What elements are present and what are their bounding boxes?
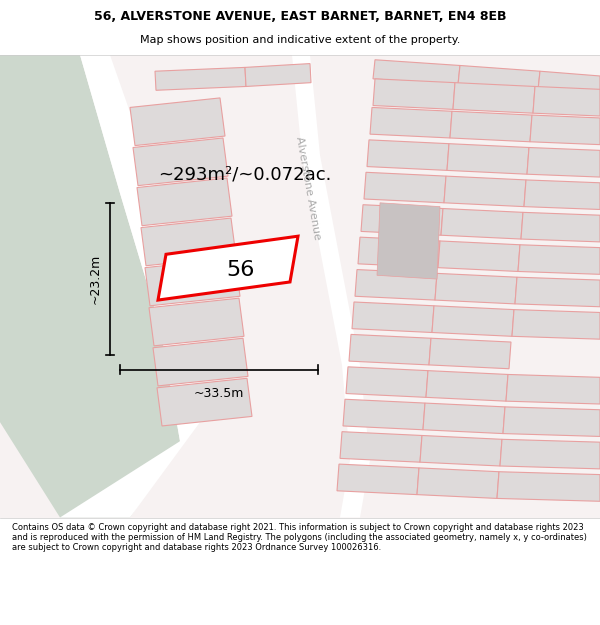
Polygon shape: [533, 86, 600, 116]
Polygon shape: [355, 269, 437, 300]
Polygon shape: [337, 464, 419, 494]
Polygon shape: [432, 306, 514, 336]
Polygon shape: [377, 202, 440, 279]
Polygon shape: [373, 79, 455, 109]
Polygon shape: [450, 111, 532, 142]
Polygon shape: [512, 309, 600, 339]
Polygon shape: [245, 64, 311, 86]
Polygon shape: [530, 115, 600, 144]
Polygon shape: [373, 60, 460, 84]
Polygon shape: [364, 173, 446, 203]
Polygon shape: [361, 205, 443, 235]
Polygon shape: [524, 180, 600, 209]
Polygon shape: [343, 399, 425, 430]
Polygon shape: [358, 237, 440, 268]
Polygon shape: [60, 55, 200, 518]
Polygon shape: [133, 138, 228, 186]
Polygon shape: [370, 107, 452, 138]
Polygon shape: [435, 273, 517, 304]
Polygon shape: [458, 66, 540, 90]
Text: Map shows position and indicative extent of the property.: Map shows position and indicative extent…: [140, 34, 460, 44]
Polygon shape: [0, 55, 180, 518]
Polygon shape: [349, 334, 431, 365]
Text: Contains OS data © Crown copyright and database right 2021. This information is : Contains OS data © Crown copyright and d…: [12, 522, 587, 552]
Polygon shape: [515, 278, 600, 307]
Polygon shape: [292, 55, 370, 518]
Polygon shape: [447, 144, 529, 174]
Polygon shape: [527, 148, 600, 177]
Text: 56, ALVERSTONE AVENUE, EAST BARNET, BARNET, EN4 8EB: 56, ALVERSTONE AVENUE, EAST BARNET, BARN…: [94, 10, 506, 23]
Polygon shape: [503, 407, 600, 436]
Polygon shape: [340, 432, 422, 462]
Polygon shape: [429, 338, 511, 369]
Polygon shape: [518, 245, 600, 274]
Text: Alverstone Avenue: Alverstone Avenue: [294, 136, 322, 241]
Polygon shape: [352, 302, 434, 332]
Polygon shape: [137, 178, 232, 226]
Polygon shape: [426, 371, 508, 401]
Polygon shape: [506, 374, 600, 404]
Polygon shape: [367, 140, 449, 171]
Polygon shape: [155, 68, 246, 90]
Polygon shape: [130, 98, 225, 146]
Polygon shape: [141, 218, 236, 266]
Text: ~33.5m: ~33.5m: [194, 387, 244, 400]
Polygon shape: [145, 258, 240, 306]
Polygon shape: [438, 241, 520, 271]
Polygon shape: [153, 338, 248, 386]
Polygon shape: [420, 436, 502, 466]
Polygon shape: [149, 298, 244, 346]
Polygon shape: [538, 71, 600, 95]
Polygon shape: [453, 82, 535, 113]
Polygon shape: [423, 403, 505, 434]
Text: ~293m²/~0.072ac.: ~293m²/~0.072ac.: [158, 165, 332, 183]
Polygon shape: [158, 236, 298, 300]
Polygon shape: [521, 213, 600, 242]
Polygon shape: [441, 209, 523, 239]
Polygon shape: [346, 367, 428, 398]
Text: ~23.2m: ~23.2m: [89, 254, 102, 304]
Text: 56: 56: [226, 259, 254, 279]
Polygon shape: [417, 468, 499, 498]
Polygon shape: [444, 176, 526, 207]
Polygon shape: [497, 472, 600, 501]
Polygon shape: [0, 55, 600, 518]
Polygon shape: [500, 439, 600, 469]
Polygon shape: [157, 378, 252, 426]
